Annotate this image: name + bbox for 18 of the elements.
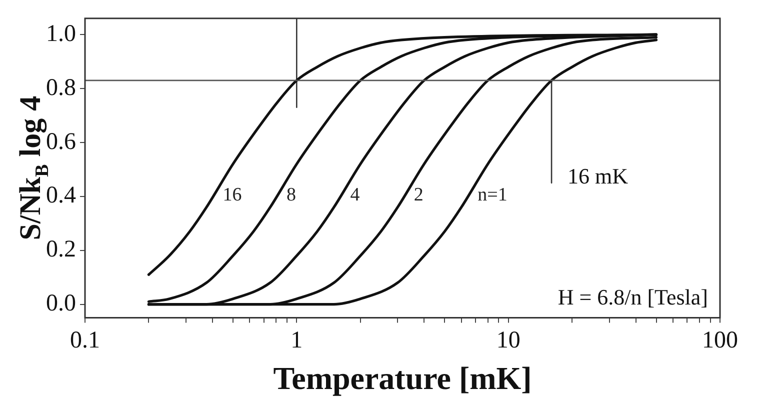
series-label: 16 (222, 184, 242, 206)
x-tick-label: 100 (702, 327, 738, 354)
y-tick-label: 0.2 (46, 236, 76, 263)
x-axis-title: Temperature [mK] (273, 360, 532, 396)
y-tick-label: 0.6 (46, 128, 76, 155)
y-tick-label: 0.0 (46, 290, 76, 317)
series-label: n=1 (478, 184, 508, 206)
y-tick-label: 1.0 (46, 20, 76, 47)
annotation: H = 6.8/n [Tesla] (558, 284, 708, 310)
x-tick-label: 0.1 (70, 327, 100, 354)
x-tick-label: 10 (496, 327, 520, 354)
y-tick-label: 0.8 (46, 74, 76, 101)
x-tick-label: 1 (290, 327, 303, 354)
y-tick-label: 0.4 (46, 182, 76, 209)
annotation: 16 mK (568, 163, 628, 188)
series-label: 4 (350, 184, 360, 206)
series-label: 8 (286, 184, 296, 206)
series-label: 2 (414, 184, 424, 206)
